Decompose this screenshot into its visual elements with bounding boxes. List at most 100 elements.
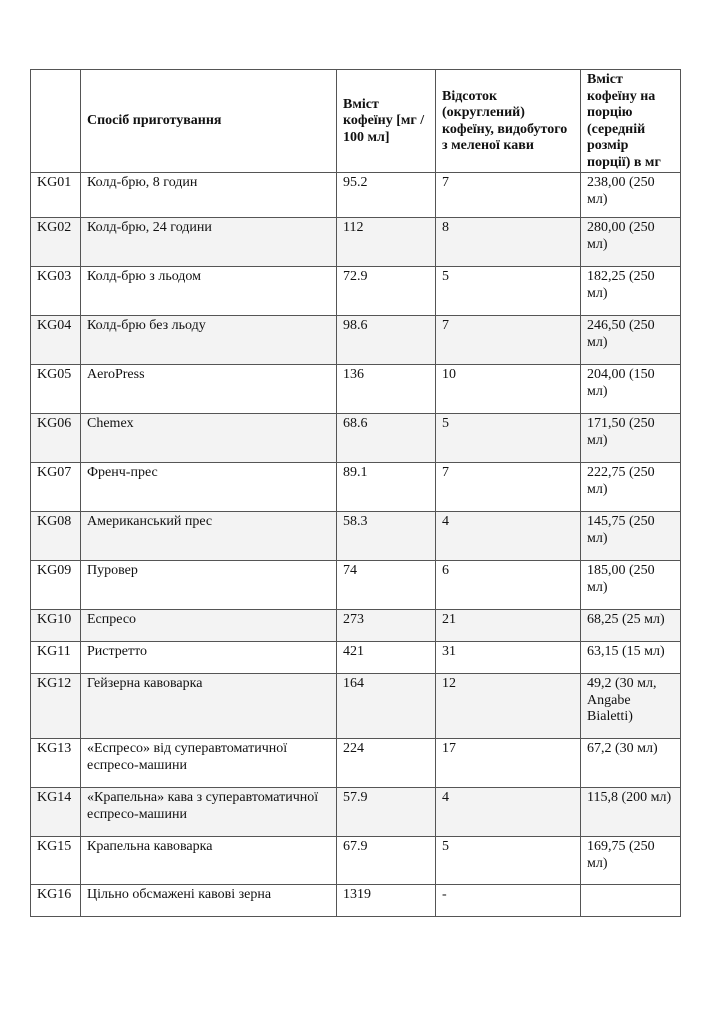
row-id: KG04 (30, 315, 81, 365)
row-id: KG12 (30, 673, 81, 739)
row-id: KG08 (30, 511, 81, 561)
table-row: KG14 «Крапельна» кава з суперавтоматичної… (30, 787, 681, 837)
table-row: KG04 Колд-брю без льоду 98.6 7 246,50 (250 м… (30, 315, 681, 365)
table-row: KG13 «Еспресо» від суперавтоматичної еспр… (30, 738, 681, 788)
row-id: KG10 (30, 609, 81, 642)
row-method: Колд-брю, 8 годин (80, 172, 337, 218)
row-caffeine-content: 57.9 (336, 787, 436, 837)
row-id: KG16 (30, 884, 81, 917)
row-method: Chemex (80, 413, 337, 463)
row-extraction-percent: - (435, 884, 581, 917)
row-extraction-percent: 4 (435, 511, 581, 561)
row-method: Колд-брю без льоду (80, 315, 337, 365)
row-method: Колд-брю, 24 години (80, 217, 337, 267)
row-extraction-percent: 21 (435, 609, 581, 642)
row-caffeine-content: 273 (336, 609, 436, 642)
row-method: Американський прес (80, 511, 337, 561)
header-caffeine-per-serving: Вміст кофеїну на порцію (середній розмір… (580, 69, 681, 173)
table-row: KG02 Колд-брю, 24 години 112 8 280,00 (250 м… (30, 217, 681, 267)
row-caffeine-per-serving: 222,75 (250 мл) (580, 462, 681, 512)
row-caffeine-content: 224 (336, 738, 436, 788)
header-method: Спосіб приготування (80, 69, 337, 173)
row-caffeine-content: 112 (336, 217, 436, 267)
row-caffeine-per-serving: 204,00 (150 мл) (580, 364, 681, 414)
row-caffeine-content: 136 (336, 364, 436, 414)
row-extraction-percent: 7 (435, 172, 581, 218)
row-id: KG03 (30, 266, 81, 316)
row-id: KG06 (30, 413, 81, 463)
row-extraction-percent: 6 (435, 560, 581, 610)
row-caffeine-content: 74 (336, 560, 436, 610)
row-caffeine-per-serving: 115,8 (200 мл) (580, 787, 681, 837)
row-method: AeroPress (80, 364, 337, 414)
row-caffeine-per-serving: 238,00 (250 мл) (580, 172, 681, 218)
row-caffeine-per-serving: 49,2 (30 мл, Angabe Bialetti) (580, 673, 681, 739)
row-caffeine-content: 58.3 (336, 511, 436, 561)
header-id (30, 69, 81, 173)
row-method: «Крапельна» кава з суперавтоматичної есп… (80, 787, 337, 837)
header-extraction-percent: Відсоток (округлений) кофеїну, видобутог… (435, 69, 581, 173)
row-caffeine-content: 1319 (336, 884, 436, 917)
table-row: KG08 Американський прес 58.3 4 145,75 (250 м… (30, 511, 681, 561)
row-id: KG11 (30, 641, 81, 674)
header-caffeine-content: Вміст кофеїну [мг / 100 мл] (336, 69, 436, 173)
row-caffeine-per-serving: 145,75 (250 мл) (580, 511, 681, 561)
row-caffeine-per-serving: 169,75 (250 мл) (580, 836, 681, 885)
table-row: KG12 Гейзерна кавоварка 164 12 49,2 (30 мл, … (30, 673, 681, 739)
table-row: KG01 Колд-брю, 8 годин 95.2 7 238,00 (250 мл… (30, 172, 681, 218)
table-row: KG06 Chemex 68.6 5 171,50 (250 мл) (30, 413, 681, 463)
table-row: KG05 AeroPress 136 10 204,00 (150 мл) (30, 364, 681, 414)
row-method: Еспресо (80, 609, 337, 642)
row-caffeine-content: 95.2 (336, 172, 436, 218)
table-row: KG03 Колд-брю з льодом 72.9 5 182,25 (250 мл… (30, 266, 681, 316)
row-method: Пуровер (80, 560, 337, 610)
row-caffeine-per-serving: 67,2 (30 мл) (580, 738, 681, 788)
row-caffeine-content: 72.9 (336, 266, 436, 316)
row-caffeine-per-serving: 63,15 (15 мл) (580, 641, 681, 674)
row-id: KG13 (30, 738, 81, 788)
caffeine-table: Спосіб приготування Вміст кофеїну [мг / … (30, 69, 681, 917)
row-extraction-percent: 7 (435, 462, 581, 512)
row-id: KG01 (30, 172, 81, 218)
header-row: Спосіб приготування Вміст кофеїну [мг / … (30, 69, 681, 173)
row-caffeine-content: 67.9 (336, 836, 436, 885)
row-caffeine-per-serving (580, 884, 681, 917)
row-caffeine-content: 98.6 (336, 315, 436, 365)
row-caffeine-content: 421 (336, 641, 436, 674)
row-extraction-percent: 5 (435, 836, 581, 885)
row-extraction-percent: 7 (435, 315, 581, 365)
row-extraction-percent: 10 (435, 364, 581, 414)
row-caffeine-content: 164 (336, 673, 436, 739)
row-method: Крапельна кавоварка (80, 836, 337, 885)
row-caffeine-per-serving: 246,50 (250 мл) (580, 315, 681, 365)
row-method: Гейзерна кавоварка (80, 673, 337, 739)
table-row: KG10 Еспресо 273 21 68,25 (25 мл) (30, 609, 681, 642)
row-method: Ристретто (80, 641, 337, 674)
row-id: KG09 (30, 560, 81, 610)
row-method: Френч-прес (80, 462, 337, 512)
row-caffeine-content: 68.6 (336, 413, 436, 463)
row-extraction-percent: 5 (435, 413, 581, 463)
row-caffeine-per-serving: 68,25 (25 мл) (580, 609, 681, 642)
row-method: Колд-брю з льодом (80, 266, 337, 316)
table-row: KG16 Цільно обсмажені кавові зерна 1319- (30, 884, 681, 917)
row-caffeine-per-serving: 280,00 (250 мл) (580, 217, 681, 267)
row-extraction-percent: 12 (435, 673, 581, 739)
row-caffeine-per-serving: 171,50 (250 мл) (580, 413, 681, 463)
row-id: KG15 (30, 836, 81, 885)
row-method: Цільно обсмажені кавові зерна (80, 884, 337, 917)
row-method: «Еспресо» від суперавтоматичної еспресо-… (80, 738, 337, 788)
table-row: KG09 Пуровер 74 6 185,00 (250 мл) (30, 560, 681, 610)
row-extraction-percent: 31 (435, 641, 581, 674)
row-caffeine-per-serving: 182,25 (250 мл) (580, 266, 681, 316)
row-caffeine-per-serving: 185,00 (250 мл) (580, 560, 681, 610)
row-id: KG05 (30, 364, 81, 414)
table-row: KG15 Крапельна кавоварка 67.9 5 169,75 (250 … (30, 836, 681, 885)
row-id: KG02 (30, 217, 81, 267)
row-extraction-percent: 17 (435, 738, 581, 788)
table-row: KG07 Френч-прес 89.1 7 222,75 (250 мл) (30, 462, 681, 512)
row-caffeine-content: 89.1 (336, 462, 436, 512)
row-extraction-percent: 5 (435, 266, 581, 316)
row-extraction-percent: 8 (435, 217, 581, 267)
row-extraction-percent: 4 (435, 787, 581, 837)
